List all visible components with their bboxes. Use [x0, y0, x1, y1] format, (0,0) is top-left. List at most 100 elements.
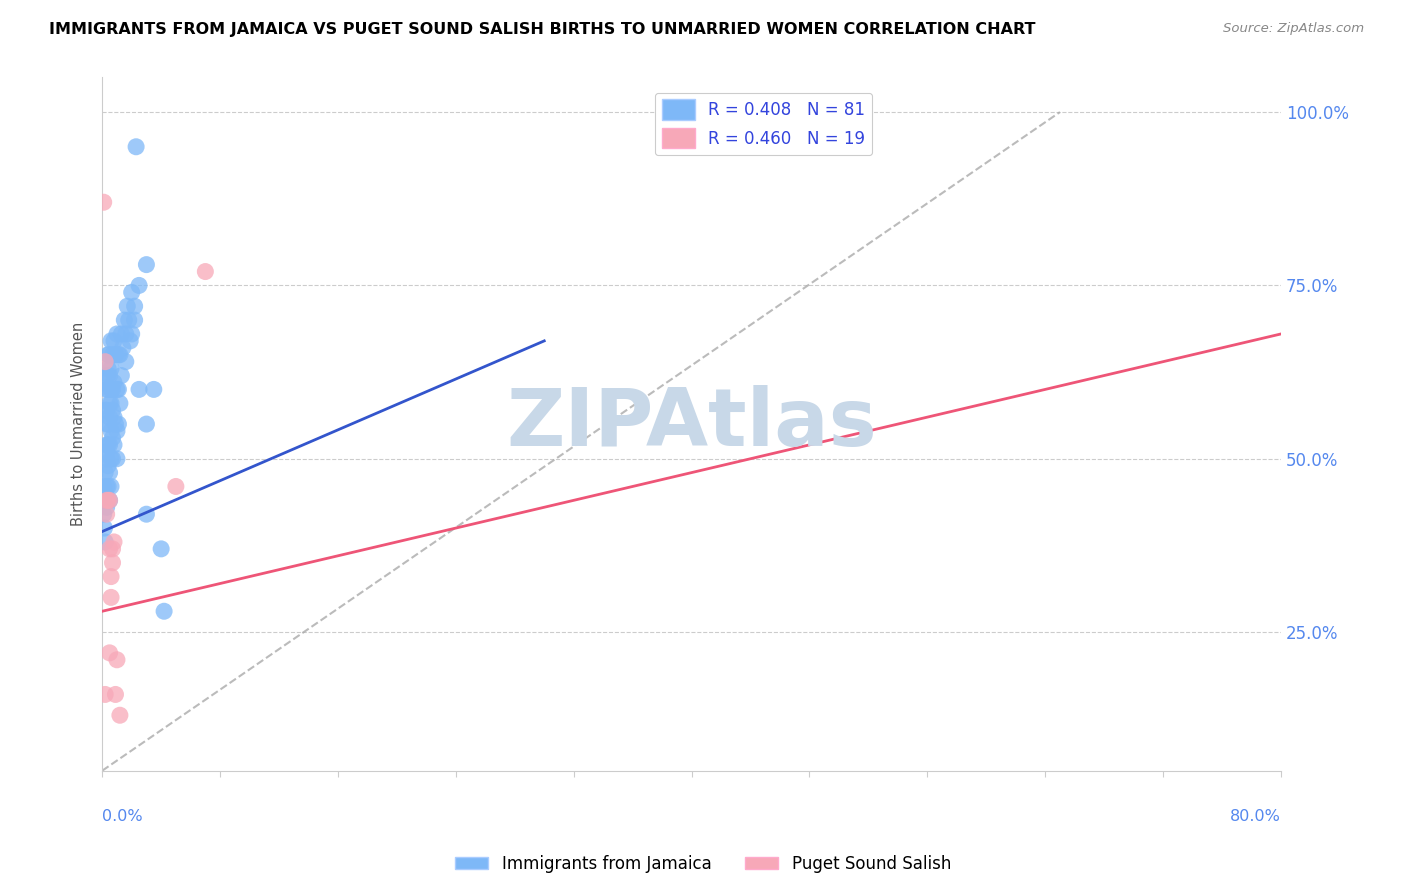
Point — [100, 334, 122, 348]
Point — [114, 326, 136, 341]
Point — [105, 424, 128, 438]
Point — [100, 569, 122, 583]
Point — [104, 688, 127, 702]
Legend: R = 0.408   N = 81, R = 0.460   N = 19: R = 0.408 N = 81, R = 0.460 N = 19 — [655, 93, 872, 155]
Point — [98, 493, 121, 508]
Point — [105, 451, 128, 466]
Point — [100, 361, 122, 376]
Point — [97, 458, 120, 473]
Point — [100, 479, 122, 493]
Point — [108, 348, 131, 362]
Point — [96, 451, 118, 466]
Point — [97, 348, 120, 362]
Y-axis label: Births to Unmarried Women: Births to Unmarried Women — [72, 322, 86, 526]
Point — [98, 438, 121, 452]
Text: Source: ZipAtlas.com: Source: ZipAtlas.com — [1223, 22, 1364, 36]
Point — [100, 451, 122, 466]
Point — [125, 140, 148, 154]
Point — [98, 493, 121, 508]
Point — [101, 431, 124, 445]
Point — [107, 348, 129, 362]
Point — [112, 313, 135, 327]
Point — [100, 424, 122, 438]
Point — [107, 383, 129, 397]
Point — [100, 383, 122, 397]
Point — [103, 376, 125, 390]
Point — [93, 521, 115, 535]
Point — [96, 493, 118, 508]
Point — [97, 493, 120, 508]
Point — [150, 541, 173, 556]
Point — [110, 326, 132, 341]
Point — [97, 361, 120, 376]
Point — [101, 451, 124, 466]
Point — [101, 403, 124, 417]
Point — [135, 258, 157, 272]
Point — [128, 278, 150, 293]
Text: IMMIGRANTS FROM JAMAICA VS PUGET SOUND SALISH BIRTHS TO UNMARRIED WOMEN CORRELAT: IMMIGRANTS FROM JAMAICA VS PUGET SOUND S… — [49, 22, 1036, 37]
Point — [117, 299, 139, 313]
Point — [97, 383, 120, 397]
Point — [105, 383, 128, 397]
Point — [93, 507, 115, 521]
Point — [94, 466, 117, 480]
Point — [104, 417, 127, 431]
Point — [98, 541, 121, 556]
Point — [96, 500, 118, 515]
Point — [103, 438, 125, 452]
Point — [94, 376, 117, 390]
Point — [194, 264, 217, 278]
Point — [101, 556, 124, 570]
Point — [121, 326, 143, 341]
Legend: Immigrants from Jamaica, Puget Sound Salish: Immigrants from Jamaica, Puget Sound Sal… — [449, 848, 957, 880]
Point — [93, 479, 115, 493]
Point — [93, 195, 115, 210]
Point — [114, 354, 136, 368]
Point — [96, 507, 118, 521]
Point — [94, 535, 117, 549]
Point — [97, 348, 120, 362]
Text: ZIPAtlas: ZIPAtlas — [506, 385, 877, 463]
Point — [94, 688, 117, 702]
Point — [110, 368, 132, 383]
Point — [96, 383, 118, 397]
Point — [107, 417, 129, 431]
Point — [111, 341, 134, 355]
Point — [96, 417, 118, 431]
Point — [120, 334, 142, 348]
Point — [101, 383, 124, 397]
Point — [93, 493, 115, 508]
Point — [108, 708, 131, 723]
Point — [103, 410, 125, 425]
Point — [135, 417, 157, 431]
Point — [98, 368, 121, 383]
Point — [94, 354, 117, 368]
Point — [94, 403, 117, 417]
Point — [98, 396, 121, 410]
Point — [96, 479, 118, 493]
Point — [165, 479, 187, 493]
Point — [118, 313, 141, 327]
Point — [121, 285, 143, 300]
Point — [96, 403, 118, 417]
Point — [101, 541, 124, 556]
Point — [96, 445, 118, 459]
Point — [98, 466, 121, 480]
Point — [100, 591, 122, 605]
Text: 0.0%: 0.0% — [103, 809, 143, 824]
Point — [96, 438, 118, 452]
Point — [108, 396, 131, 410]
Point — [104, 348, 127, 362]
Point — [97, 417, 120, 431]
Point — [105, 653, 128, 667]
Point — [124, 313, 146, 327]
Point — [96, 368, 118, 383]
Point — [124, 299, 146, 313]
Point — [94, 486, 117, 500]
Point — [128, 383, 150, 397]
Point — [105, 326, 128, 341]
Point — [98, 646, 121, 660]
Point — [103, 535, 125, 549]
Point — [97, 438, 120, 452]
Point — [100, 396, 122, 410]
